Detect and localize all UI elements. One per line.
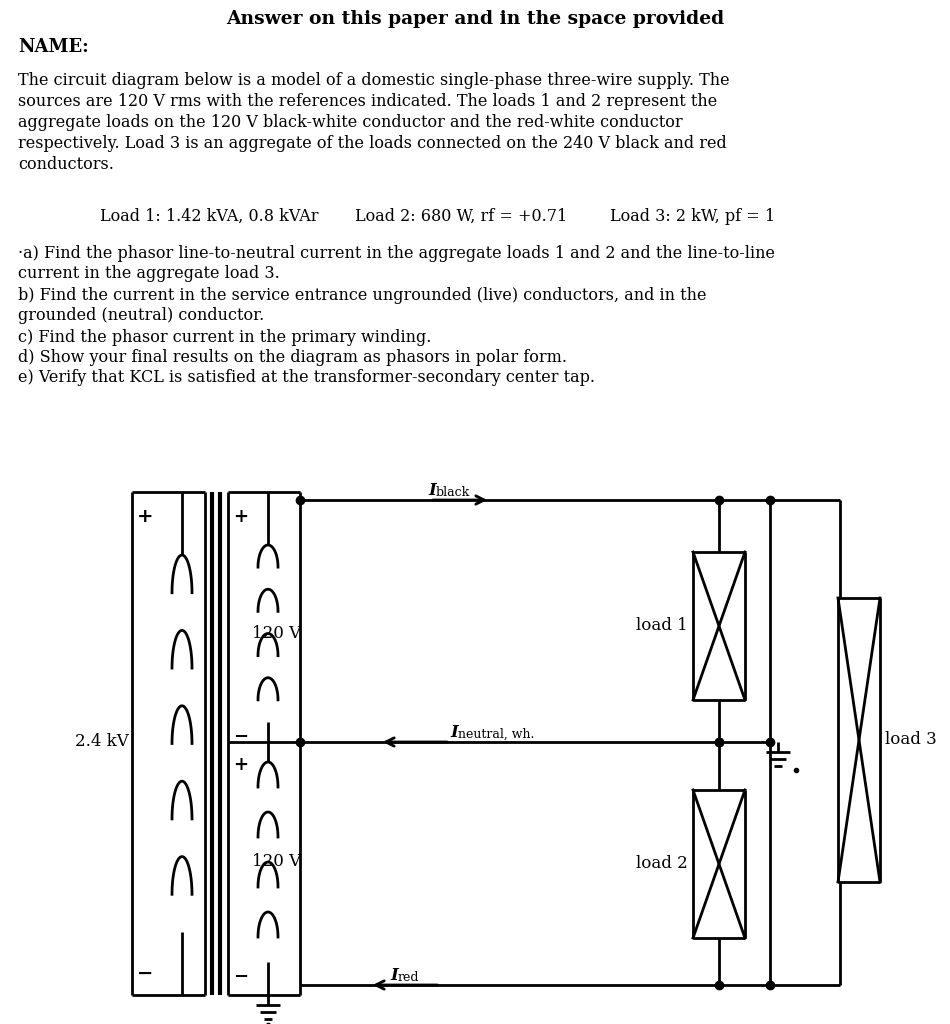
Text: The circuit diagram below is a model of a domestic single-phase three-wire suppl: The circuit diagram below is a model of … — [18, 72, 730, 89]
Text: 2.4 kV: 2.4 kV — [75, 733, 129, 751]
Text: Load 1: 1.42 kVA, 0.8 kVAr: Load 1: 1.42 kVA, 0.8 kVAr — [100, 208, 318, 225]
Text: red: red — [398, 971, 420, 984]
Text: c) Find the phasor current in the primary winding.: c) Find the phasor current in the primar… — [18, 329, 431, 346]
Text: load 3: load 3 — [885, 731, 937, 749]
Text: +: + — [233, 756, 248, 774]
Text: Load 3: 2 kW, pf = 1: Load 3: 2 kW, pf = 1 — [610, 208, 775, 225]
Text: 120 V: 120 V — [252, 853, 301, 870]
Text: d) Show your final results on the diagram as phasors in polar form.: d) Show your final results on the diagra… — [18, 349, 567, 366]
Text: grounded (neutral) conductor.: grounded (neutral) conductor. — [18, 307, 264, 324]
Text: b) Find the current in the service entrance ungrounded (live) conductors, and in: b) Find the current in the service entra… — [18, 287, 707, 304]
Text: conductors.: conductors. — [18, 156, 114, 173]
Text: +: + — [233, 508, 248, 526]
Text: −: − — [233, 968, 248, 986]
Text: load 1: load 1 — [636, 617, 688, 635]
Text: load 2: load 2 — [636, 855, 688, 872]
Text: −: − — [233, 728, 248, 746]
Text: 120 V: 120 V — [252, 625, 301, 641]
Text: neutral, wh.: neutral, wh. — [458, 728, 534, 741]
Text: respectively. Load 3 is an aggregate of the loads connected on the 240 V black a: respectively. Load 3 is an aggregate of … — [18, 135, 727, 152]
Text: I: I — [450, 724, 458, 741]
Text: sources are 120 V rms with the references indicated. The loads 1 and 2 represent: sources are 120 V rms with the reference… — [18, 93, 717, 110]
Text: aggregate loads on the 120 V black-white conductor and the red-white conductor: aggregate loads on the 120 V black-white… — [18, 114, 683, 131]
Text: Answer on this paper and in the space provided: Answer on this paper and in the space pr… — [226, 10, 724, 28]
Text: Load 2: 680 W, rf = +0.71: Load 2: 680 W, rf = +0.71 — [355, 208, 567, 225]
Text: +: + — [137, 508, 154, 526]
Text: I: I — [428, 482, 436, 499]
Text: black: black — [436, 486, 470, 499]
Text: e) Verify that KCL is satisfied at the transformer-secondary center tap.: e) Verify that KCL is satisfied at the t… — [18, 369, 595, 386]
Text: NAME:: NAME: — [18, 38, 88, 56]
Text: −: − — [137, 965, 153, 983]
Text: I: I — [390, 967, 398, 984]
Text: current in the aggregate load 3.: current in the aggregate load 3. — [18, 265, 279, 282]
Text: ·a) Find the phasor line-to-neutral current in the aggregate loads 1 and 2 and t: ·a) Find the phasor line-to-neutral curr… — [18, 245, 775, 262]
